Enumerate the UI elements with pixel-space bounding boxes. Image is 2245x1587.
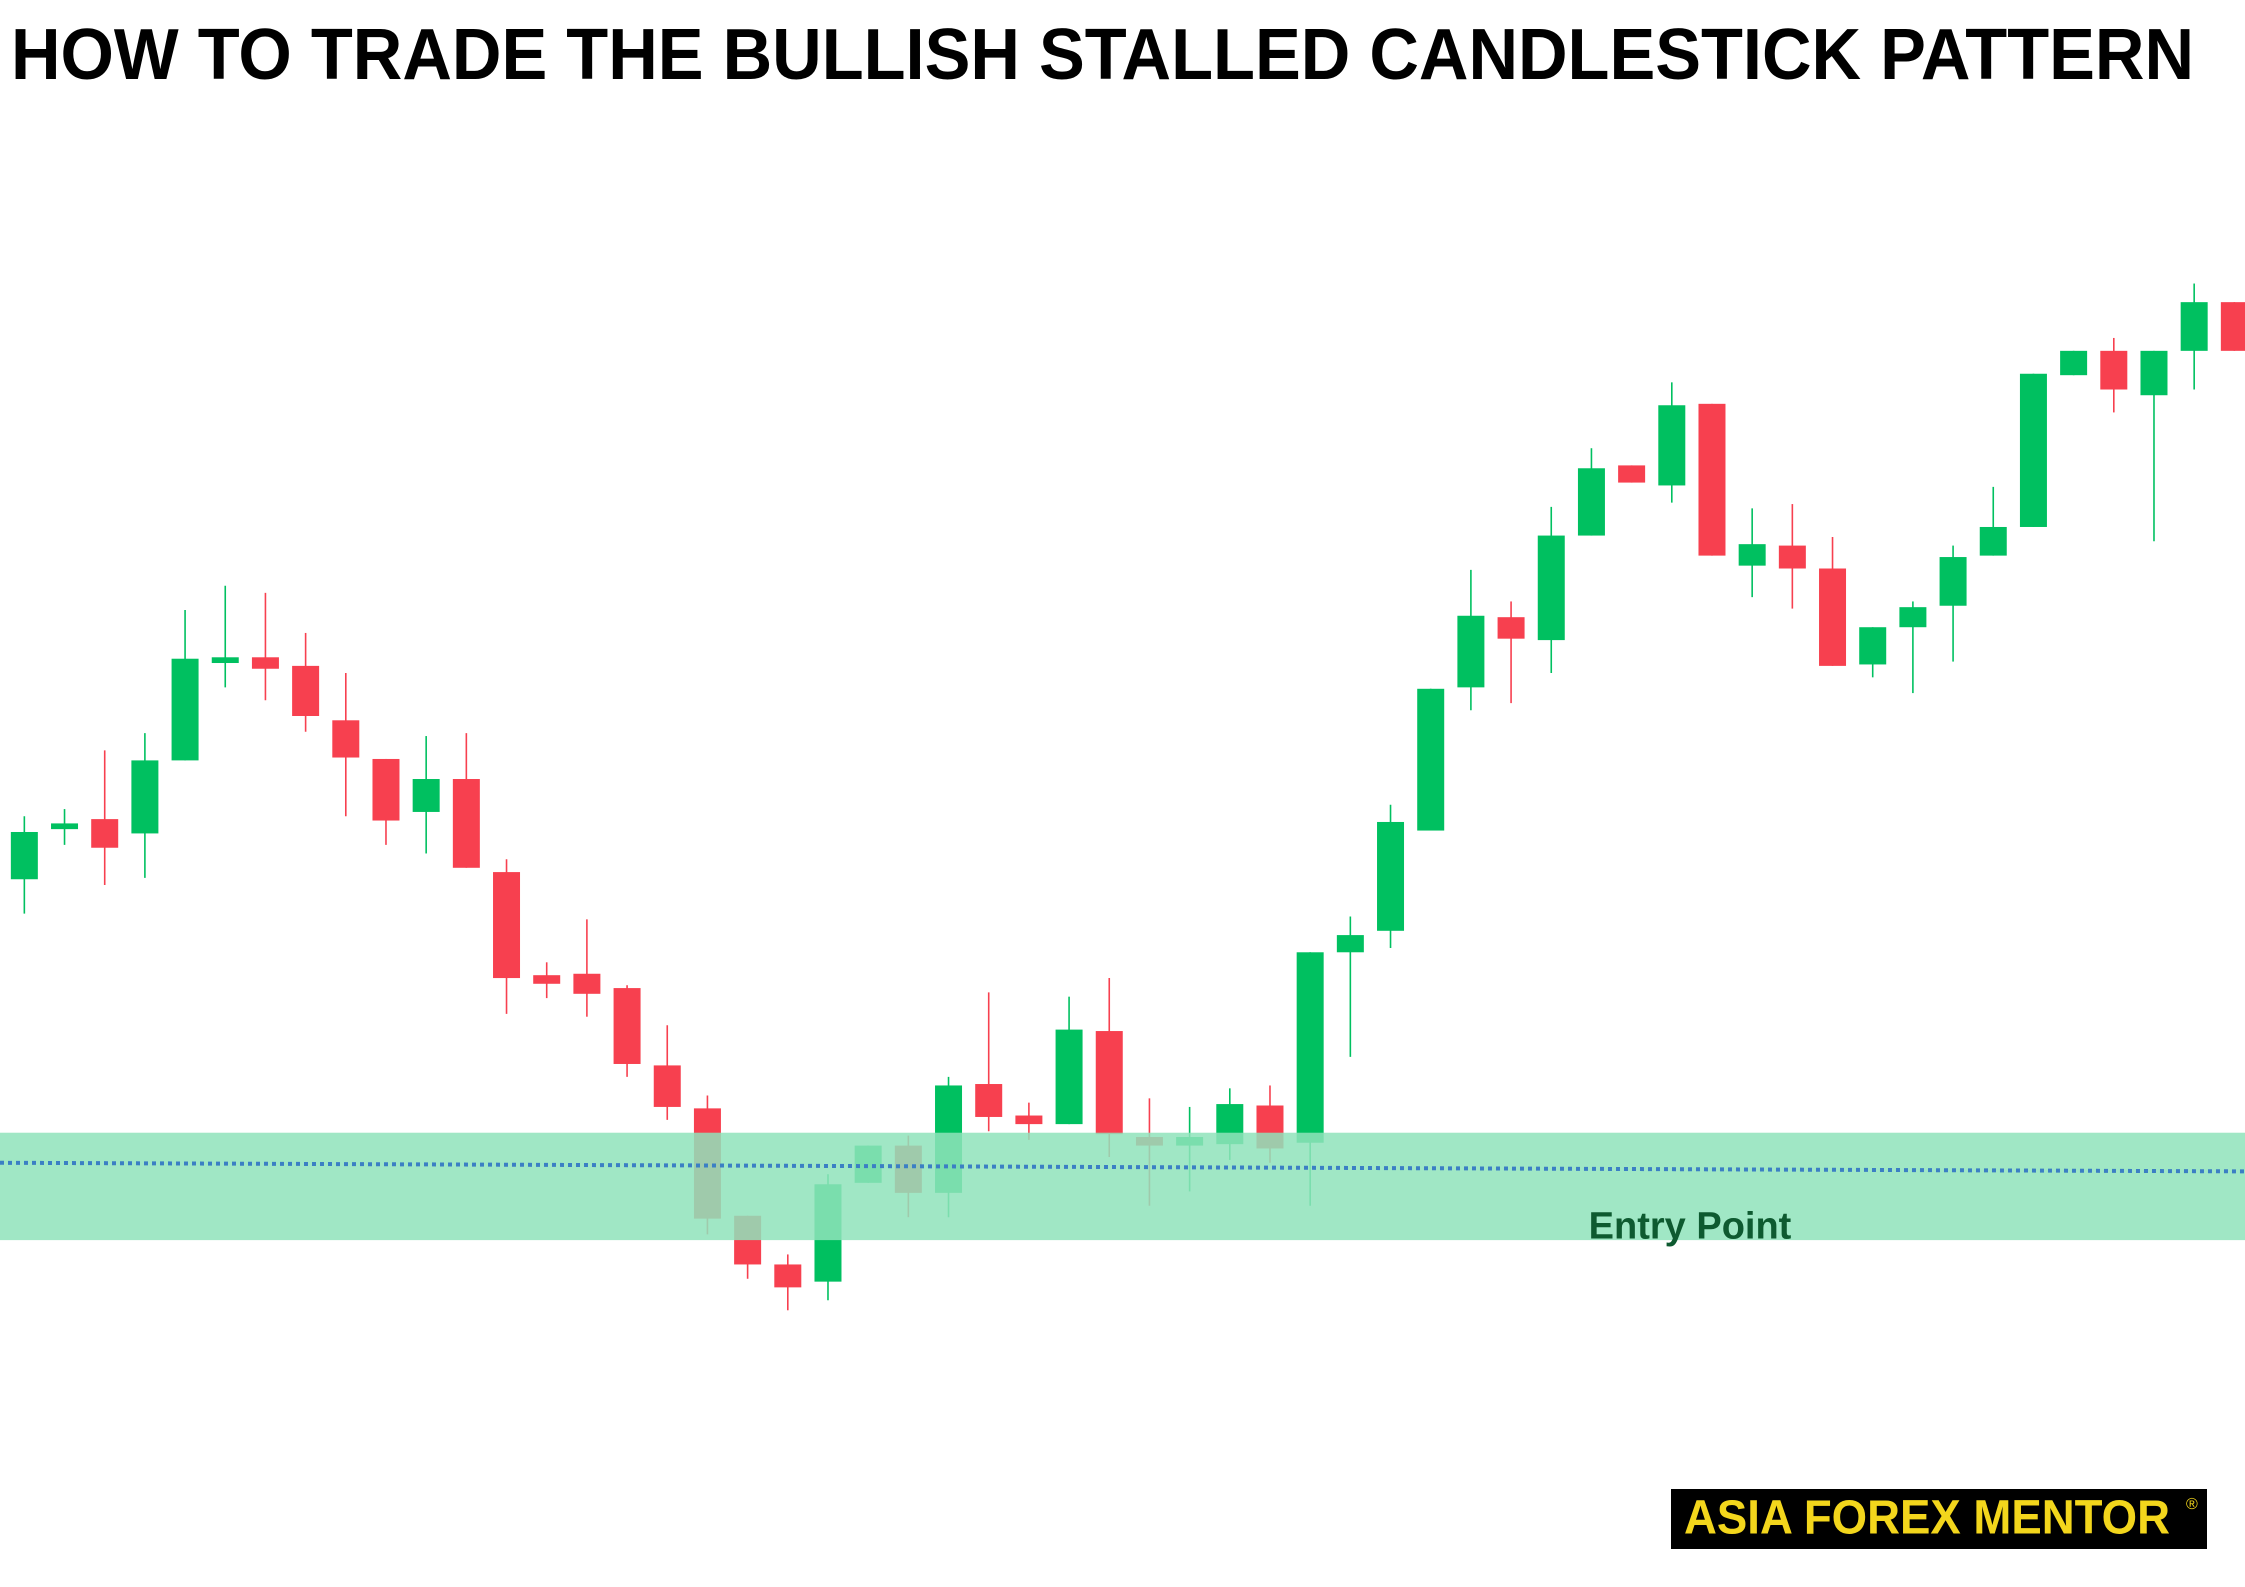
candle-body xyxy=(1577,468,1605,536)
candle-body xyxy=(372,758,400,821)
candle-body xyxy=(573,973,601,994)
candle-body xyxy=(51,823,79,830)
candle-body xyxy=(1457,615,1485,688)
candle-body xyxy=(1417,688,1445,831)
candle-body xyxy=(613,988,641,1064)
candle-body xyxy=(493,872,521,979)
candle-body xyxy=(1618,465,1646,483)
candle-body xyxy=(412,779,440,812)
candle-body xyxy=(1377,821,1405,931)
candle-body xyxy=(292,665,320,716)
candle-body xyxy=(1778,545,1806,569)
entry-zone xyxy=(0,1132,2245,1241)
candle-body xyxy=(2060,350,2088,376)
candle-body xyxy=(452,779,480,868)
candle-body xyxy=(1939,557,1967,606)
logo-text: ASIA FOREX MENTOR xyxy=(1684,1492,2170,1545)
candle-body xyxy=(1819,568,1847,666)
candle-body xyxy=(91,819,119,848)
candle-body xyxy=(653,1065,681,1107)
candle-body xyxy=(1859,627,1887,665)
candles xyxy=(10,283,2245,1311)
candle-body xyxy=(1738,544,1766,566)
candle-body xyxy=(2100,350,2128,390)
overlay: Entry Point xyxy=(0,1132,2245,1247)
candle-body xyxy=(211,657,239,664)
chart-title: HOW TO TRADE THE BULLISH STALLED CANDLES… xyxy=(11,15,2194,95)
candle-body xyxy=(975,1084,1003,1117)
candle-body xyxy=(1658,405,1686,486)
logo-box xyxy=(1671,1489,2207,1549)
candle-body xyxy=(251,657,279,669)
candle-body xyxy=(1537,535,1565,641)
candle-body xyxy=(332,720,360,758)
zone-label: Entry Point xyxy=(1589,1205,1792,1247)
candle-body xyxy=(1899,607,1927,628)
candle-body xyxy=(1055,1029,1083,1125)
candle-body xyxy=(131,760,159,834)
candle-body xyxy=(1497,617,1525,639)
candle-body xyxy=(2140,350,2168,396)
candle-body xyxy=(2220,302,2245,351)
candle-body xyxy=(1698,403,1726,556)
candle-body xyxy=(1015,1115,1043,1125)
candle-body xyxy=(1095,1031,1123,1135)
candle-body xyxy=(10,831,38,880)
candle-body xyxy=(1336,935,1364,953)
logo-registered: ® xyxy=(2186,1496,2198,1513)
entry-line xyxy=(0,1160,2245,1174)
candle-body xyxy=(171,658,199,761)
candle-body xyxy=(533,975,561,984)
candle-body xyxy=(2019,373,2047,527)
candle-body xyxy=(774,1264,802,1288)
candle-body xyxy=(1296,952,1324,1143)
candle-body xyxy=(1979,526,2007,556)
candle-body xyxy=(2180,302,2208,351)
